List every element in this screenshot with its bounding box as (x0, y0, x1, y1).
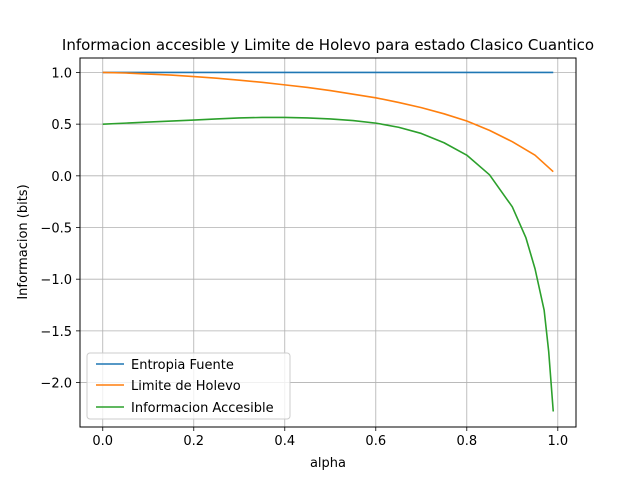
y-axis-ticks: 1.0 0.5 0.0 −0.5 −1.0 −1.5 −2.0 (40, 66, 80, 392)
y-tick-label: −0.5 (40, 222, 72, 237)
y-tick-label: 1.0 (51, 66, 72, 81)
x-tick-label: 0.2 (183, 434, 204, 449)
y-tick-label: −2.0 (40, 377, 72, 392)
y-tick-label: −1.0 (40, 273, 72, 288)
legend-box (86, 352, 291, 420)
series-line-limite-de-holevo (102, 71, 554, 173)
chart-title: Informacion accesible y Limite de Holevo… (62, 36, 594, 54)
x-tick-label: 0.4 (274, 434, 295, 449)
series-lines (102, 71, 555, 412)
legend-label-limite-de-holevo: Limite de Holevo (131, 379, 241, 394)
grid-lines (80, 58, 576, 427)
series-line-informacion-accesible (102, 116, 555, 412)
y-tick-label: 0.5 (51, 118, 72, 133)
y-tick-label: −1.5 (40, 325, 72, 340)
x-tick-label: 0.0 (92, 434, 113, 449)
plot-frame (79, 57, 577, 428)
x-tick-label: 0.8 (456, 434, 477, 449)
legend: Entropia Fuente Limite de Holevo Informa… (86, 352, 291, 420)
x-tick-label: 1.0 (547, 434, 568, 449)
x-axis-label: alpha (310, 456, 346, 471)
legend-label-entropia-fuente: Entropia Fuente (131, 358, 234, 373)
x-axis-ticks: 0.0 0.2 0.4 0.6 0.8 1.0 (92, 427, 568, 449)
y-axis-label: Informacion (bits) (16, 184, 31, 299)
y-tick-label: 0.0 (51, 170, 72, 185)
legend-label-informacion-accesible: Informacion Accesible (131, 401, 274, 416)
x-tick-label: 0.6 (365, 434, 386, 449)
